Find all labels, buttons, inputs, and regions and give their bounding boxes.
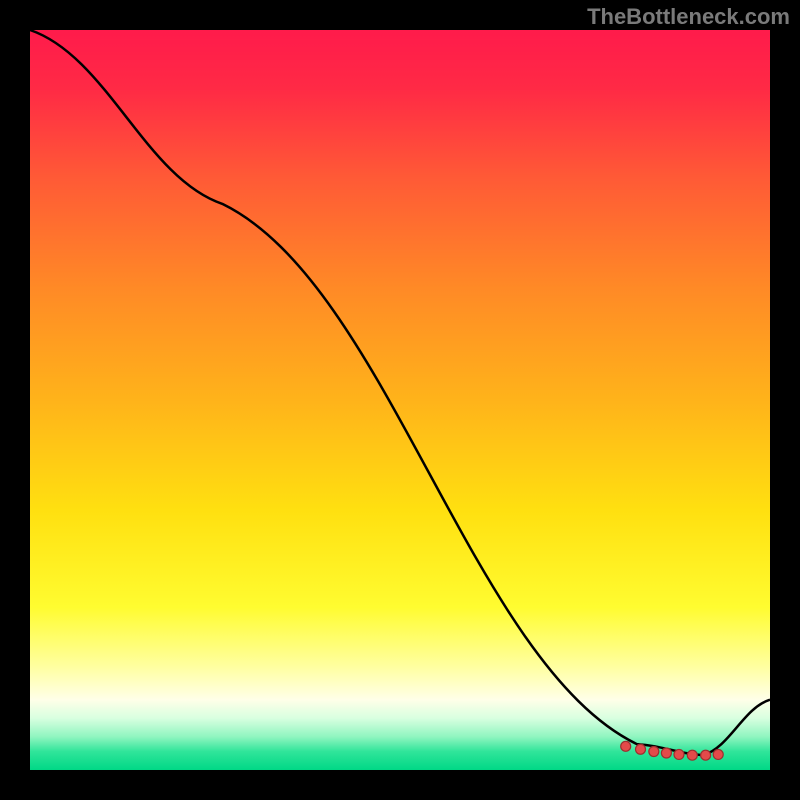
chart-plot-background bbox=[30, 30, 770, 770]
optimal-point-marker bbox=[621, 741, 631, 751]
optimal-point-marker bbox=[661, 748, 671, 758]
optimal-point-marker bbox=[674, 749, 684, 759]
optimal-point-marker bbox=[713, 749, 723, 759]
bottleneck-curve-chart bbox=[0, 0, 800, 800]
optimal-point-marker bbox=[649, 747, 659, 757]
optimal-point-marker bbox=[687, 750, 697, 760]
chart-container: TheBottleneck.com bbox=[0, 0, 800, 800]
optimal-point-marker bbox=[701, 750, 711, 760]
optimal-point-marker bbox=[636, 744, 646, 754]
watermark-text: TheBottleneck.com bbox=[587, 4, 790, 30]
